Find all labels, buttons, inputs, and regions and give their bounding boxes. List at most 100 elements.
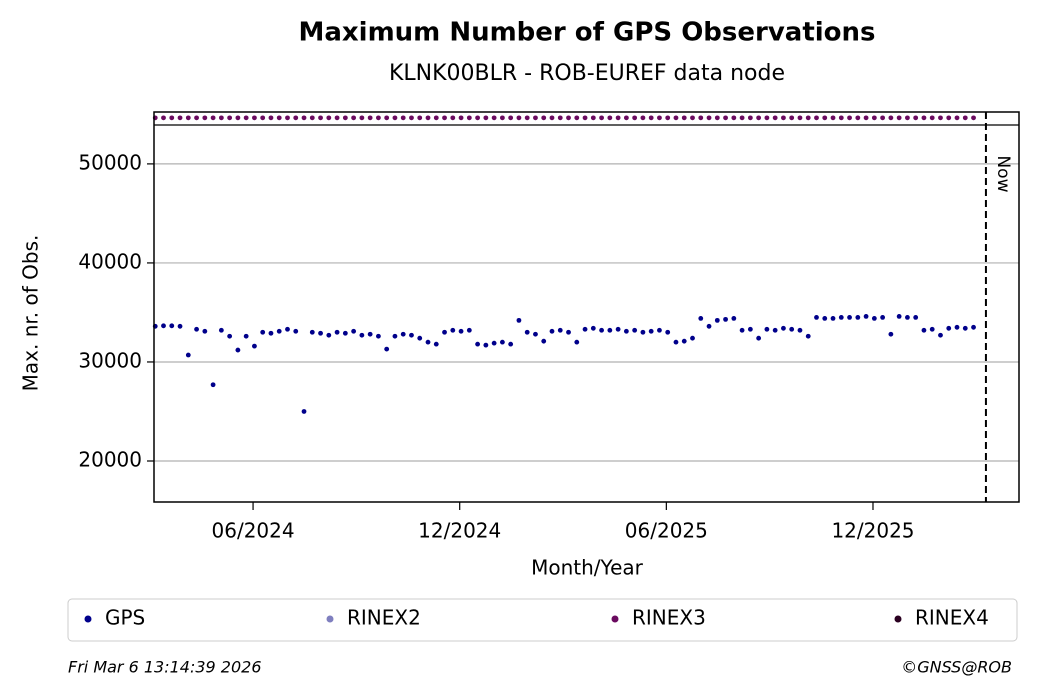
x-tick-label: 12/2025 [831,519,914,543]
data-point [169,115,175,121]
data-point [161,323,166,329]
data-point [475,115,481,121]
data-point [805,333,811,339]
data-point [557,115,563,121]
data-point [797,327,803,333]
data-point [235,115,241,121]
data-point [764,115,770,121]
x-axis-label: Month/Year [531,556,644,580]
data-point [665,115,671,121]
data-point [450,327,456,333]
y-tick-label: 30000 [78,348,142,372]
data-point [921,327,927,333]
data-point [177,115,183,121]
data-point [376,115,381,121]
data-point [384,346,390,352]
data-point [698,115,704,121]
data-point [351,328,357,334]
legend-marker [84,615,92,623]
data-point [541,338,547,344]
data-point [400,115,406,121]
data-point [227,115,233,121]
data-point [582,326,588,332]
data-point [185,115,191,121]
data-point [260,329,266,335]
data-point [814,115,819,121]
data-point [409,332,414,338]
y-tick-label: 40000 [78,249,142,273]
data-point [359,332,365,338]
data-point [252,343,257,349]
data-point [185,352,191,358]
data-point [309,329,315,335]
data-point [566,329,571,335]
data-point [838,314,844,320]
data-point [169,323,175,329]
data-point [863,314,869,319]
data-point [161,115,166,121]
data-point [590,325,596,331]
plot-frame [153,111,1020,503]
data-point [533,331,538,337]
data-point [285,115,290,121]
legend-label: RINEX2 [347,606,421,630]
data-point [681,338,687,344]
data-point [731,315,737,321]
data-point [665,329,671,335]
data-point [417,115,423,121]
data-point [814,314,819,320]
data-point [252,115,257,121]
data-point [516,115,522,121]
data-point [657,115,662,121]
data-point [574,115,580,121]
data-point [781,325,786,331]
data-point [425,339,431,345]
now-label: Now [993,155,1013,192]
data-point [318,330,323,336]
data-point [599,327,604,333]
data-point [855,314,861,320]
data-point [871,115,877,121]
legend-marker [894,615,902,623]
data-point [938,115,943,121]
data-point [954,324,960,330]
data-point [896,115,902,121]
data-point [805,115,811,121]
data-point [962,115,968,121]
data-point [202,115,208,121]
data-point [772,327,778,333]
data-point [599,115,604,121]
data-point [243,333,249,339]
data-point [458,115,464,121]
data-point [714,115,720,121]
data-point [863,115,869,121]
data-point [582,115,588,121]
data-point [342,330,348,336]
legend-label: RINEX4 [915,606,989,630]
data-point [640,329,646,335]
x-tick-label: 12/2024 [418,519,501,543]
data-point [797,115,803,121]
data-point [499,115,505,121]
data-point [781,115,786,121]
data-point [723,115,728,121]
data-point [260,115,266,121]
data-point [830,115,836,121]
data-point [690,115,695,121]
data-point [681,115,687,121]
data-point [483,342,489,348]
data-point [747,326,753,332]
chart-title: Maximum Number of GPS Observations [298,18,875,48]
data-point [731,115,737,121]
data-point [706,115,712,121]
data-point [508,115,514,121]
legend-label: RINEX3 [632,606,706,630]
data-point [293,115,299,121]
data-point [392,115,398,121]
data-point [210,115,216,121]
data-point [301,409,307,414]
data-point [309,115,315,121]
data-point [929,326,935,332]
data-point [409,115,414,121]
data-point [177,323,183,329]
